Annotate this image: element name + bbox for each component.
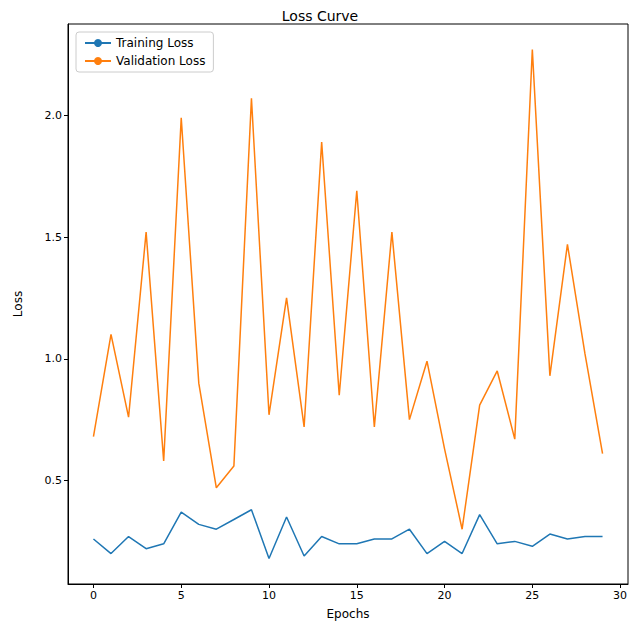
svg-text:Loss Curve: Loss Curve	[282, 8, 358, 24]
svg-text:2.0: 2.0	[45, 109, 63, 122]
svg-text:5: 5	[178, 589, 185, 602]
svg-text:15: 15	[350, 589, 364, 602]
svg-text:Epochs: Epochs	[327, 607, 370, 621]
svg-text:Training Loss: Training Loss	[115, 36, 193, 50]
svg-text:0.5: 0.5	[45, 474, 63, 487]
svg-text:Validation Loss: Validation Loss	[116, 54, 205, 68]
svg-text:0: 0	[90, 589, 97, 602]
svg-text:25: 25	[525, 589, 539, 602]
svg-text:Loss: Loss	[11, 291, 25, 317]
svg-text:1.0: 1.0	[45, 352, 63, 365]
svg-text:10: 10	[262, 589, 276, 602]
svg-text:20: 20	[438, 589, 452, 602]
svg-text:1.5: 1.5	[45, 231, 63, 244]
svg-text:30: 30	[613, 589, 627, 602]
